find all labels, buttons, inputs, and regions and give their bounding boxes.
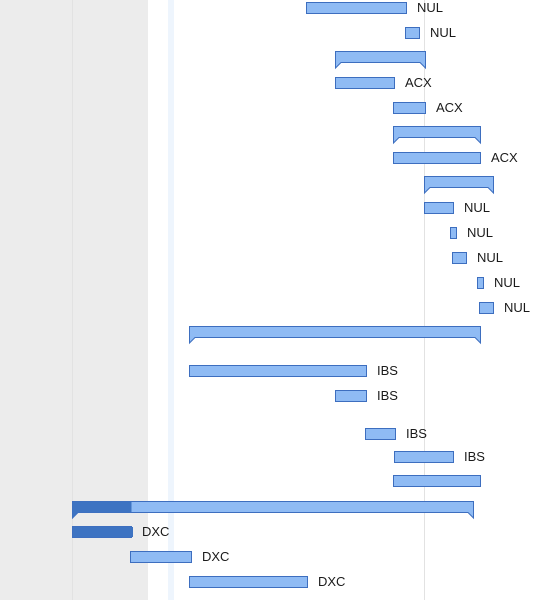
summary-progress-fill — [72, 501, 132, 518]
task-bar[interactable] — [306, 2, 407, 14]
summary-bracket-shape — [424, 176, 494, 195]
task-bar[interactable] — [424, 202, 454, 214]
task-bar[interactable] — [393, 102, 426, 114]
task-label: ACX — [405, 75, 432, 90]
summary-bar[interactable] — [393, 126, 481, 145]
task-bar[interactable] — [479, 302, 494, 314]
task-bar[interactable] — [335, 390, 367, 402]
task-label: NUL — [467, 225, 494, 240]
task-label: NUL — [430, 25, 457, 40]
summary-bracket-shape — [72, 501, 474, 520]
task-bar[interactable] — [452, 252, 467, 264]
task-bar[interactable] — [393, 475, 481, 487]
task-bar[interactable] — [405, 27, 420, 39]
summary-bar[interactable] — [335, 51, 426, 70]
task-bar[interactable] — [393, 152, 481, 164]
summary-bracket-shape — [393, 126, 481, 145]
task-bar[interactable] — [365, 428, 396, 440]
task-bar[interactable] — [335, 77, 395, 89]
task-label: NUL — [417, 0, 444, 15]
summary-bar[interactable] — [189, 326, 481, 345]
summary-bar[interactable] — [424, 176, 494, 195]
task-bar[interactable] — [189, 576, 308, 588]
today-marker — [168, 0, 174, 600]
task-bar[interactable] — [130, 551, 192, 563]
summary-bracket-shape — [189, 326, 481, 345]
summary-bracket-shape — [335, 51, 426, 70]
task-label: ACX — [436, 100, 463, 115]
task-label: NUL — [504, 300, 531, 315]
timeline-gridline — [72, 0, 73, 600]
task-bar[interactable] — [189, 365, 367, 377]
task-label: ACX — [491, 150, 518, 165]
task-label: IBS — [377, 388, 398, 403]
task-label: IBS — [406, 426, 427, 441]
task-label: NUL — [494, 275, 521, 290]
task-label: DXC — [202, 549, 230, 564]
task-label: NUL — [464, 200, 491, 215]
task-label: DXC — [142, 524, 170, 539]
task-bar[interactable] — [394, 451, 454, 463]
task-bar[interactable] — [477, 277, 484, 289]
task-label: IBS — [464, 449, 485, 464]
timeline-gridline — [424, 0, 425, 600]
task-bar[interactable] — [450, 227, 457, 239]
task-label: IBS — [377, 363, 398, 378]
summary-bar[interactable] — [72, 501, 474, 520]
task-label: DXC — [318, 574, 346, 589]
task-progress-fill — [73, 527, 133, 537]
task-label: NUL — [477, 250, 504, 265]
non-working-time-band — [0, 0, 148, 600]
task-bar[interactable] — [72, 526, 133, 538]
